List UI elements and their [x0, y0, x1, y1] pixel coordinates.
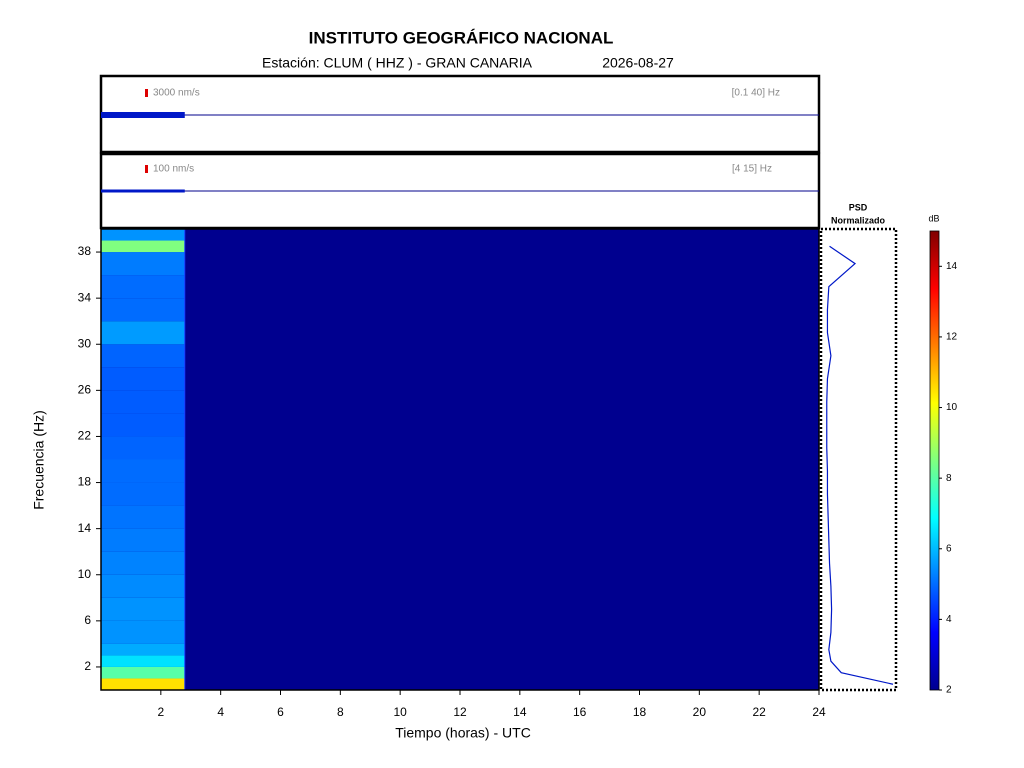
y-tick-label: 2 — [84, 659, 91, 673]
x-tick-label: 14 — [513, 705, 527, 719]
y-tick-label: 22 — [78, 429, 92, 443]
spectrogram-cell — [101, 551, 185, 575]
scale-bar — [145, 165, 148, 173]
x-tick-label: 8 — [337, 705, 344, 719]
colorbar-tick-label: 2 — [946, 685, 952, 696]
spectrogram-cell — [101, 459, 185, 483]
x-tick-label: 22 — [752, 705, 766, 719]
scale-bar — [145, 89, 148, 97]
colorbar-label: dB — [928, 213, 939, 223]
spectrogram-cell — [101, 321, 185, 345]
spectrogram-cell — [101, 390, 185, 414]
psd-line — [826, 245, 894, 685]
x-tick-label: 10 — [393, 705, 407, 719]
y-tick-label: 26 — [78, 383, 92, 397]
x-tick-label: 4 — [217, 705, 224, 719]
spectrogram-background — [101, 229, 819, 690]
spectrogram-cell — [101, 298, 185, 322]
band-label: [0.1 40] Hz — [732, 88, 780, 99]
x-tick-label: 24 — [812, 705, 826, 719]
psd-title: PSD — [849, 202, 868, 212]
spectrogram-cell — [101, 574, 185, 598]
colorbar-tick-label: 12 — [946, 332, 958, 343]
x-axis-label: Tiempo (horas) - UTC — [395, 725, 531, 741]
y-axis-label: Frecuencia (Hz) — [31, 410, 47, 510]
psd-title: Normalizado — [831, 215, 886, 225]
spectrogram-cell — [101, 275, 185, 299]
date: 2026-08-27 — [602, 55, 674, 71]
station: Estación: CLUM ( HHZ ) - GRAN CANARIA — [262, 55, 533, 71]
x-tick-label: 20 — [693, 705, 707, 719]
y-tick-label: 34 — [78, 290, 92, 304]
x-tick-label: 2 — [157, 705, 164, 719]
spectrogram-cell — [101, 413, 185, 437]
spectrogram-cell — [101, 240, 185, 253]
trace-signal — [101, 189, 185, 193]
y-tick-label: 18 — [78, 475, 92, 489]
spectrogram-cell — [101, 620, 185, 644]
psd-panel — [819, 227, 898, 692]
y-tick-label: 38 — [78, 244, 92, 258]
spectrogram-cell — [101, 252, 185, 276]
spectrogram-cell — [101, 666, 185, 679]
trace-panel — [99, 74, 821, 154]
y-tick-label: 10 — [78, 567, 92, 581]
spectrogram-cell — [101, 367, 185, 391]
spectrogram-cell — [101, 597, 185, 621]
colorbar — [929, 230, 940, 691]
colorbar-tick-label: 6 — [946, 543, 952, 554]
x-tick-label: 16 — [573, 705, 587, 719]
colorbar-tick-label: 14 — [946, 261, 958, 272]
x-tick-label: 6 — [277, 705, 284, 719]
spectrogram-cell — [101, 436, 185, 460]
colorbar-tick-label: 10 — [946, 402, 958, 413]
spectrogram-cell — [101, 344, 185, 368]
spectrogram-cell — [101, 528, 185, 552]
spectrogram-cell — [101, 482, 185, 506]
colorbar-tick-label: 4 — [946, 614, 952, 625]
y-tick-label: 30 — [78, 336, 92, 350]
chart-title: INSTITUTO GEOGRÁFICO NACIONAL — [309, 28, 614, 47]
colorbar-tick-label: 8 — [946, 473, 952, 484]
y-tick-label: 6 — [84, 613, 91, 627]
spectrogram-cell — [101, 643, 185, 656]
trace-signal — [101, 112, 185, 118]
spectrogram-cell — [101, 678, 185, 690]
band-label: [4 15] Hz — [732, 164, 772, 175]
x-tick-label: 12 — [453, 705, 467, 719]
spectrogram-cell — [101, 655, 185, 667]
spectrogram-cell — [101, 229, 185, 241]
y-tick-label: 14 — [78, 521, 92, 535]
scale-label: 100 nm/s — [153, 164, 194, 175]
spectrogram-cell — [101, 505, 185, 529]
scale-label: 3000 nm/s — [153, 88, 200, 99]
x-tick-label: 18 — [633, 705, 647, 719]
